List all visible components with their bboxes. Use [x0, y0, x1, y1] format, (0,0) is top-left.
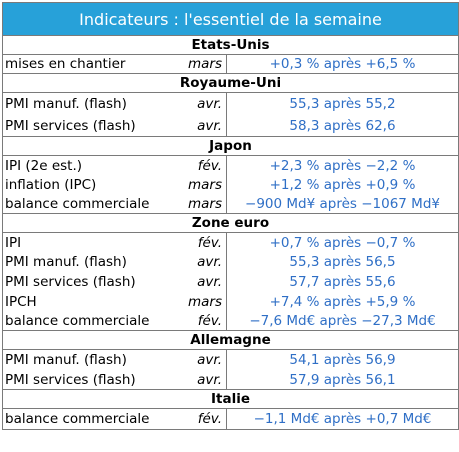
- indicator-label: PMI services (flash): [5, 274, 136, 290]
- value-cell: +0,7 % après −0,7 %: [226, 233, 458, 252]
- table-row: PMI services (flash) avr. 58,3 après 62,…: [3, 115, 458, 137]
- period-label: avr.: [197, 117, 222, 134]
- period-label: fév.: [197, 157, 222, 174]
- indicators-table: Indicateurs : l'essentiel de la semaine …: [2, 2, 459, 430]
- indicator-label: mises en chantier: [5, 56, 126, 72]
- table-row: IPCH mars +7,4 % après +5,9 %: [3, 292, 458, 311]
- value-cell: −1,1 Md€ après +0,7 Md€: [226, 409, 458, 429]
- section-header-etats-unis: Etats-Unis: [3, 36, 458, 55]
- value-cell: −900 Md¥ après −1067 Md¥: [226, 194, 458, 213]
- indicator-label: balance commerciale: [5, 312, 150, 329]
- period-label: fév.: [197, 312, 222, 329]
- value-cell: 55,3 après 55,2: [226, 93, 458, 115]
- value-cell: 57,7 après 55,6: [226, 272, 458, 292]
- indicator-label: inflation (IPC): [5, 176, 97, 193]
- period-label: mars: [187, 56, 222, 72]
- value-cell: 54,1 après 56,9: [226, 350, 458, 370]
- indicator-label: IPCH: [5, 293, 37, 310]
- period-label: mars: [187, 195, 222, 212]
- table-row: IPI fév. +0,7 % après −0,7 %: [3, 233, 458, 252]
- table-row: PMI manuf. (flash) avr. 55,3 après 55,2: [3, 93, 458, 115]
- table-row: PMI services (flash) avr. 57,9 après 56,…: [3, 370, 458, 390]
- indicator-label: IPI: [5, 234, 22, 251]
- indicator-label: IPI (2e est.): [5, 157, 83, 174]
- value-cell: 55,3 après 56,5: [226, 252, 458, 272]
- table-row: balance commerciale fév. −7,6 Md€ après …: [3, 311, 458, 331]
- period-label: avr.: [197, 352, 222, 368]
- indicator-label: PMI manuf. (flash): [5, 96, 127, 112]
- value-cell: +1,2 % après +0,9 %: [226, 175, 458, 194]
- period-label: fév.: [197, 411, 222, 427]
- table-row: inflation (IPC) mars +1,2 % après +0,9 %: [3, 175, 458, 194]
- period-label: avr.: [197, 274, 222, 290]
- value-cell: −7,6 Md€ après −27,3 Md€: [226, 311, 458, 330]
- period-label: fév.: [197, 234, 222, 251]
- section-header-italie: Italie: [3, 390, 458, 409]
- indicator-label: balance commerciale: [5, 411, 150, 427]
- table-row: PMI manuf. (flash) avr. 55,3 après 56,5: [3, 252, 458, 272]
- table-row: mises en chantier mars +0,3 % après +6,5…: [3, 55, 458, 74]
- indicator-label: balance commerciale: [5, 195, 150, 212]
- section-header-royaume-uni: Royaume-Uni: [3, 74, 458, 93]
- period-label: avr.: [197, 96, 222, 112]
- section-header-japon: Japon: [3, 137, 458, 156]
- indicator-label: PMI services (flash): [5, 117, 136, 134]
- period-label: avr.: [197, 371, 222, 388]
- table-row: balance commerciale mars −900 Md¥ après …: [3, 194, 458, 214]
- indicator-label: PMI manuf. (flash): [5, 352, 127, 368]
- table-row: PMI services (flash) avr. 57,7 après 55,…: [3, 272, 458, 292]
- section-header-allemagne: Allemagne: [3, 331, 458, 350]
- period-label: mars: [187, 176, 222, 193]
- table-row: IPI (2e est.) fév. +2,3 % après −2,2 %: [3, 156, 458, 175]
- table-title: Indicateurs : l'essentiel de la semaine: [3, 3, 458, 36]
- section-header-zone-euro: Zone euro: [3, 214, 458, 233]
- period-label: mars: [187, 293, 222, 310]
- value-cell: 58,3 après 62,6: [226, 115, 458, 136]
- value-cell: +7,4 % après +5,9 %: [226, 292, 458, 311]
- table-row: balance commerciale fév. −1,1 Md€ après …: [3, 409, 458, 429]
- indicator-label: PMI services (flash): [5, 371, 136, 388]
- indicator-label: PMI manuf. (flash): [5, 254, 127, 270]
- value-cell: +2,3 % après −2,2 %: [226, 156, 458, 175]
- period-label: avr.: [197, 254, 222, 270]
- value-cell: +0,3 % après +6,5 %: [226, 55, 458, 73]
- value-cell: 57,9 après 56,1: [226, 370, 458, 389]
- table-row: PMI manuf. (flash) avr. 54,1 après 56,9: [3, 350, 458, 370]
